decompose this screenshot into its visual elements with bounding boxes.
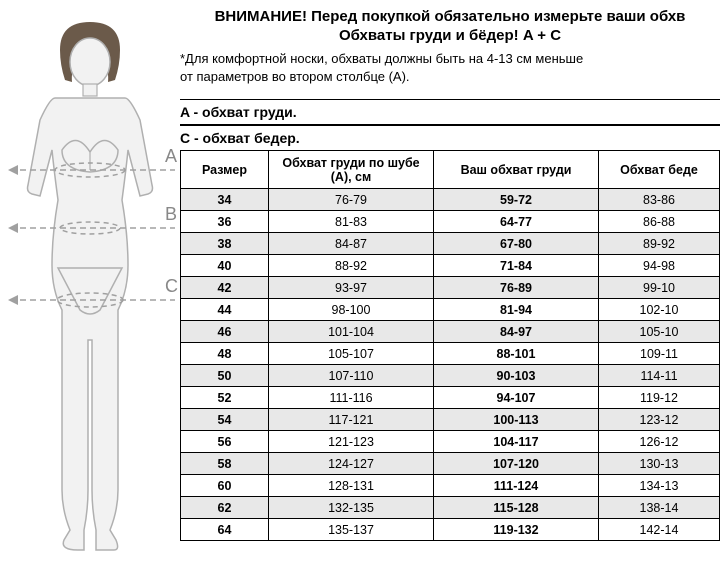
table-cell: 114-11 [599,365,720,387]
table-cell: 81-94 [434,299,599,321]
table-cell: 81-83 [269,211,434,233]
table-cell: 86-88 [599,211,720,233]
table-cell: 142-14 [599,519,720,541]
headline: ВНИМАНИЕ! Перед покупкой обязательно изм… [180,8,720,25]
table-cell: 83-86 [599,189,720,211]
table-cell: 44 [181,299,269,321]
table-cell: 46 [181,321,269,343]
table-cell: 36 [181,211,269,233]
label-a: A [165,146,177,166]
body-figure: A B C [0,0,180,581]
table-cell: 90-103 [434,365,599,387]
table-cell: 50 [181,365,269,387]
table-cell: 84-97 [434,321,599,343]
table-cell: 124-127 [269,453,434,475]
table-cell: 109-11 [599,343,720,365]
table-cell: 98-100 [269,299,434,321]
table-cell: 42 [181,277,269,299]
table-cell: 93-97 [269,277,434,299]
table-row: 50107-11090-103114-11 [181,365,720,387]
table-row: 4293-9776-8999-10 [181,277,720,299]
table-cell: 128-131 [269,475,434,497]
table-cell: 84-87 [269,233,434,255]
table-cell: 111-116 [269,387,434,409]
table-cell: 38 [181,233,269,255]
table-cell: 94-98 [599,255,720,277]
table-cell: 102-10 [599,299,720,321]
section-a-label: A - обхват груди. [180,99,720,125]
table-cell: 121-123 [269,431,434,453]
table-row: 56121-123104-117126-12 [181,431,720,453]
table-cell: 105-10 [599,321,720,343]
table-cell: 67-80 [434,233,599,255]
table-cell: 64 [181,519,269,541]
table-cell: 111-124 [434,475,599,497]
table-cell: 64-77 [434,211,599,233]
section-c-label: C - обхват бедер. [180,125,720,150]
label-b: B [165,204,177,224]
note-line-1: *Для комфортной носки, обхваты должны бы… [180,50,720,68]
table-cell: 34 [181,189,269,211]
table-cell: 59-72 [434,189,599,211]
table-cell: 135-137 [269,519,434,541]
table-cell: 105-107 [269,343,434,365]
table-cell: 117-121 [269,409,434,431]
table-cell: 88-101 [434,343,599,365]
table-cell: 126-12 [599,431,720,453]
note-line-2: от параметров во втором столбце (A). [180,68,720,86]
table-cell: 40 [181,255,269,277]
table-cell: 119-12 [599,387,720,409]
table-cell: 76-79 [269,189,434,211]
table-row: 60128-131111-124134-13 [181,475,720,497]
table-cell: 62 [181,497,269,519]
table-cell: 138-14 [599,497,720,519]
table-cell: 94-107 [434,387,599,409]
table-row: 54117-121100-113123-12 [181,409,720,431]
table-row: 3681-8364-7786-88 [181,211,720,233]
table-cell: 107-110 [269,365,434,387]
col-hip: Обхват беде [599,151,720,189]
table-cell: 123-12 [599,409,720,431]
col-bust-coat: Обхват груди по шубе (A), см [269,151,434,189]
table-row: 3884-8767-8089-92 [181,233,720,255]
content-column: ВНИМАНИЕ! Перед покупкой обязательно изм… [180,0,720,581]
table-cell: 88-92 [269,255,434,277]
table-cell: 107-120 [434,453,599,475]
table-row: 52111-11694-107119-12 [181,387,720,409]
table-cell: 119-132 [434,519,599,541]
table-cell: 71-84 [434,255,599,277]
table-cell: 104-117 [434,431,599,453]
subhead: Обхваты груди и бёдер! A + C [180,27,720,44]
table-row: 46101-10484-97105-10 [181,321,720,343]
table-cell: 56 [181,431,269,453]
table-row: 62132-135115-128138-14 [181,497,720,519]
note-text: *Для комфортной носки, обхваты должны бы… [180,50,720,85]
table-cell: 130-13 [599,453,720,475]
table-cell: 132-135 [269,497,434,519]
table-row: 48105-10788-101109-11 [181,343,720,365]
table-header-row: Размер Обхват груди по шубе (A), см Ваш … [181,151,720,189]
label-c: C [165,276,178,296]
col-bust-yours: Ваш обхват груди [434,151,599,189]
table-cell: 48 [181,343,269,365]
table-cell: 89-92 [599,233,720,255]
table-cell: 134-13 [599,475,720,497]
table-cell: 76-89 [434,277,599,299]
table-row: 4088-9271-8494-98 [181,255,720,277]
table-row: 64135-137119-132142-14 [181,519,720,541]
table-cell: 100-113 [434,409,599,431]
table-cell: 52 [181,387,269,409]
size-table: Размер Обхват груди по шубе (A), см Ваш … [180,150,720,541]
table-cell: 54 [181,409,269,431]
col-size: Размер [181,151,269,189]
table-row: 58124-127107-120130-13 [181,453,720,475]
table-cell: 58 [181,453,269,475]
table-cell: 60 [181,475,269,497]
table-cell: 115-128 [434,497,599,519]
figure-svg: A B C [0,10,180,570]
table-cell: 99-10 [599,277,720,299]
table-row: 4498-10081-94102-10 [181,299,720,321]
table-cell: 101-104 [269,321,434,343]
table-row: 3476-7959-7283-86 [181,189,720,211]
